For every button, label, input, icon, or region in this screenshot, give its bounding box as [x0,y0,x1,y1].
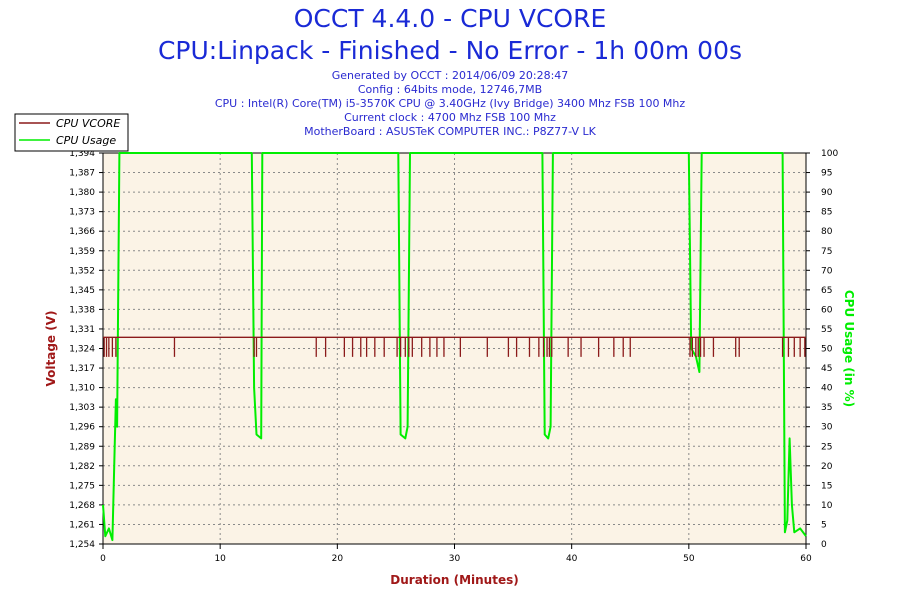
y-left-tick-label: 1,261 [69,520,95,530]
y-left-tick-label: 1,338 [69,305,95,315]
clock-info: Current clock : 4700 Mhz FSB 100 Mhz [344,111,556,124]
y-right-tick-label: 95 [821,169,832,179]
y-right-tick-label: 65 [821,286,832,296]
y-left-tick-label: 1,289 [69,442,95,452]
y-left-axis-label: Voltage (V) [44,311,58,387]
y-right-tick-label: 70 [821,266,833,276]
y-left-tick-label: 1,331 [69,325,95,335]
y-left-tick-label: 1,359 [69,247,95,257]
legend-label-usage: CPU Usage [56,134,116,147]
y-right-tick-label: 45 [821,364,832,374]
y-left-tick-label: 1,387 [69,169,95,179]
cpu-usage-series [102,152,807,542]
y-right-tick-label: 30 [821,423,833,433]
x-tick-label: 50 [683,554,695,564]
x-tick-label: 60 [800,554,812,564]
y-left-tick-label: 1,310 [69,384,95,394]
config-info: Config : 64bits mode, 12746,7MB [357,83,543,96]
y-right-tick-label: 10 [821,501,833,511]
chart-title: OCCT 4.4.0 - CPU VCORE [293,4,607,33]
y-left-tick-label: 1,296 [69,423,95,433]
y-left-tick-label: 1,373 [69,208,95,218]
y-left-tick-label: 1,275 [69,481,95,491]
y-right-tick-label: 0 [821,540,827,550]
y-right-tick-label: 85 [821,208,832,218]
motherboard-info: MotherBoard : ASUSTeK COMPUTER INC.: P8Z… [304,125,596,138]
y-right-tick-label: 35 [821,403,832,413]
generated-info: Generated by OCCT : 2014/06/09 20:28:47 [331,69,569,82]
y-right-tick-label: 40 [821,384,833,394]
y-left-tick-label: 1,394 [69,149,95,159]
y-right-axis-label: CPU Usage (in %) [842,290,856,407]
x-tick-label: 0 [100,554,106,564]
y-right-tick-label: 100 [821,149,838,159]
x-tick-label: 30 [449,554,461,564]
y-right-tick-label: 25 [821,442,832,452]
y-left-tick-label: 1,254 [69,540,95,550]
y-left-tick-label: 1,380 [69,188,95,198]
y-left-tick-label: 1,324 [69,345,95,355]
x-tick-label: 40 [566,554,578,564]
y-right-tick-label: 80 [821,227,833,237]
y-right-tick-label: 55 [821,325,832,335]
y-right-tick-label: 75 [821,247,832,257]
y-right-tick-label: 60 [821,305,833,315]
y-right-tick-label: 50 [821,345,833,355]
x-tick-label: 20 [332,554,344,564]
y-right-tick-label: 90 [821,188,833,198]
chart-subtitle: CPU:Linpack - Finished - No Error - 1h 0… [157,36,743,65]
y-left-tick-label: 1,317 [69,364,95,374]
legend: CPU VCORE CPU Usage [14,113,129,152]
y-left-tick-label: 1,345 [69,286,95,296]
y-right-tick-label: 5 [821,520,827,530]
y-left-tick-label: 1,366 [69,227,95,237]
y-right-tick-label: 15 [821,481,832,491]
y-left-tick-label: 1,303 [69,403,95,413]
y-left-tick-label: 1,268 [69,501,95,511]
y-left-tick-label: 1,282 [69,462,95,472]
y-right-tick-label: 20 [821,462,833,472]
legend-box [14,113,129,152]
x-tick-label: 10 [214,554,226,564]
x-axis-label: Duration (Minutes) [390,573,518,587]
cpu-info: CPU : Intel(R) Core(TM) i5-3570K CPU @ 3… [214,97,686,110]
legend-label-vcore: CPU VCORE [56,117,120,130]
y-left-tick-label: 1,352 [69,266,95,276]
